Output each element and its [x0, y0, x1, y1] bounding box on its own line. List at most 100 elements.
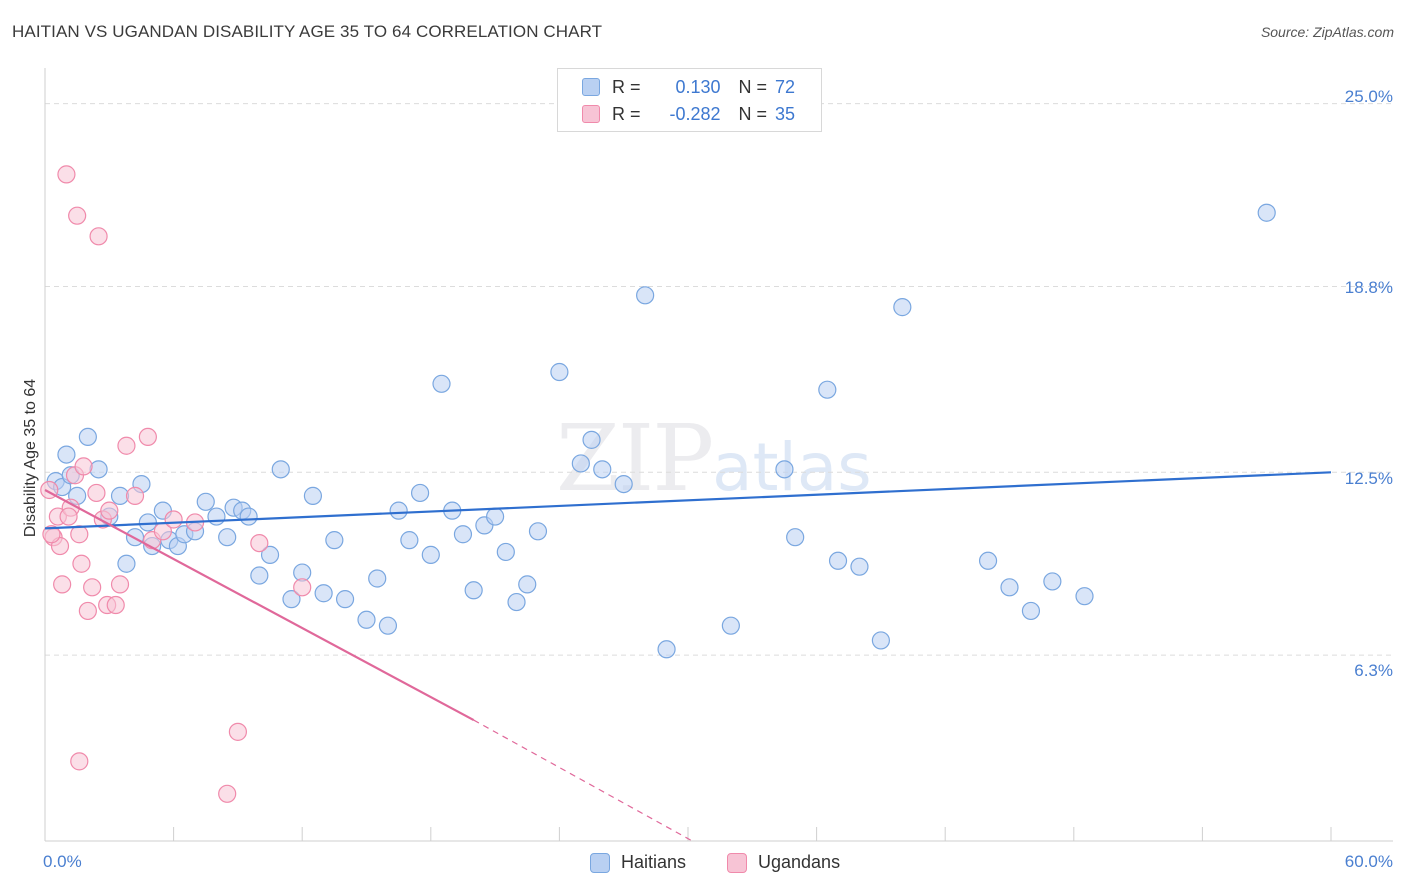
source-label: Source: ZipAtlas.com [1260, 24, 1394, 40]
ugandans-point [72, 554, 91, 573]
ugandans-point [78, 601, 97, 621]
haitians-point [138, 513, 157, 532]
ugandans-point [83, 578, 102, 597]
haitians-point [400, 531, 419, 550]
ugandans-point [57, 165, 76, 184]
haitians-point [528, 522, 548, 541]
haitians-point [871, 631, 891, 650]
ugandans-point [53, 575, 72, 594]
haitians-point [786, 528, 805, 547]
ugandans-swatch [582, 105, 600, 123]
haitians-point [1000, 578, 1019, 597]
ugandans-point [74, 457, 93, 476]
haitians-point [1075, 587, 1094, 606]
haitians-point [282, 590, 301, 609]
legend-n-label: N = [738, 103, 768, 124]
haitians-point [453, 525, 473, 544]
haitians-swatch [582, 78, 600, 96]
haitians-point [378, 616, 398, 635]
ugandans-point [250, 533, 269, 553]
legend-row-haitians: R = 0.130 N = 72 [582, 75, 795, 99]
ugandans-points [40, 165, 312, 803]
haitians-point [357, 610, 376, 629]
haitians-point [571, 454, 590, 473]
legend-item-haitians[interactable]: Haitians [590, 852, 686, 873]
haitians-point [335, 590, 355, 609]
ugandans-point [100, 501, 119, 520]
ugandans-point [42, 525, 61, 544]
haitians-point [78, 427, 97, 447]
y-tick-label-12-5: 12.5% [1344, 469, 1393, 488]
ugandans-point [70, 525, 89, 544]
legend-r-value: 0.130 [675, 76, 721, 97]
haitians-legend-swatch [590, 852, 610, 873]
correlation-legend: R = 0.130 N = 72 R = -0.282 N = 35 [557, 68, 822, 132]
haitians-point [314, 584, 333, 603]
legend-r-label: R = [612, 103, 641, 124]
haitians-point [614, 474, 633, 494]
haitians-point [818, 380, 837, 399]
haitians-point [196, 492, 215, 511]
ugandans-point [106, 595, 125, 615]
haitians-point [978, 551, 998, 570]
haitians-point [582, 430, 601, 449]
ugandans-legend-label: Ugandans [758, 852, 841, 872]
haitians-point [325, 531, 344, 550]
x-tick-label-min: 0.0% [43, 852, 82, 871]
haitians-point [518, 575, 537, 594]
ugandans-point [164, 510, 183, 529]
series-legend: Haitians Ugandans [0, 852, 1406, 878]
haitians-point [303, 486, 323, 505]
haitians-point [893, 298, 912, 317]
haitians-point [389, 501, 408, 520]
ugandans-point [218, 784, 237, 803]
ugandans-point [125, 486, 145, 505]
haitians-point [721, 616, 740, 635]
haitians-point [657, 640, 676, 659]
ugandans-point [87, 483, 106, 503]
y-tick-label-25: 25.0% [1344, 87, 1393, 106]
haitians-point [486, 507, 505, 526]
haitians-point [1257, 203, 1276, 222]
haitians-point [1021, 601, 1041, 621]
haitians-point [593, 460, 612, 479]
haitians-point [550, 362, 569, 382]
haitians-point [207, 507, 226, 526]
haitians-point [271, 460, 290, 479]
haitians-trend-line [44, 471, 1332, 530]
haitians-point [260, 545, 280, 564]
ugandans-point [59, 507, 78, 526]
y-tick-label-6-3: 6.3% [1354, 661, 1393, 680]
haitians-point [57, 445, 76, 464]
axes [44, 68, 1393, 842]
legend-n-value: 35 [775, 103, 796, 124]
legend-item-ugandans[interactable]: Ugandans [727, 852, 840, 873]
haitians-point [496, 542, 515, 562]
ugandans-point [110, 575, 130, 594]
haitians-point [432, 374, 451, 393]
ugandans-point [117, 436, 136, 455]
haitians-point [507, 592, 526, 612]
haitians-point [636, 286, 655, 305]
ugandans-trend-line [44, 489, 475, 722]
ugandans-legend-swatch [727, 852, 747, 873]
haitians-point [410, 483, 430, 503]
haitians-point [368, 569, 387, 588]
haitians-point [218, 528, 237, 547]
haitians-point [239, 507, 258, 526]
haitians-point [850, 557, 869, 576]
x-tick-label-max: 60.0% [1344, 852, 1393, 871]
haitians-point [775, 460, 794, 479]
legend-r-value: -0.282 [669, 103, 721, 124]
grid-lines [45, 103, 1393, 656]
ugandans-point [138, 427, 157, 447]
haitians-point [421, 545, 440, 564]
ugandans-point [89, 227, 108, 246]
ugandans-point [68, 206, 87, 225]
haitians-point [1043, 572, 1062, 591]
haitians-legend-label: Haitians [621, 852, 687, 872]
legend-n-label: N = [738, 76, 768, 97]
legend-r-label: R = [612, 76, 641, 97]
haitians-point [117, 554, 136, 573]
